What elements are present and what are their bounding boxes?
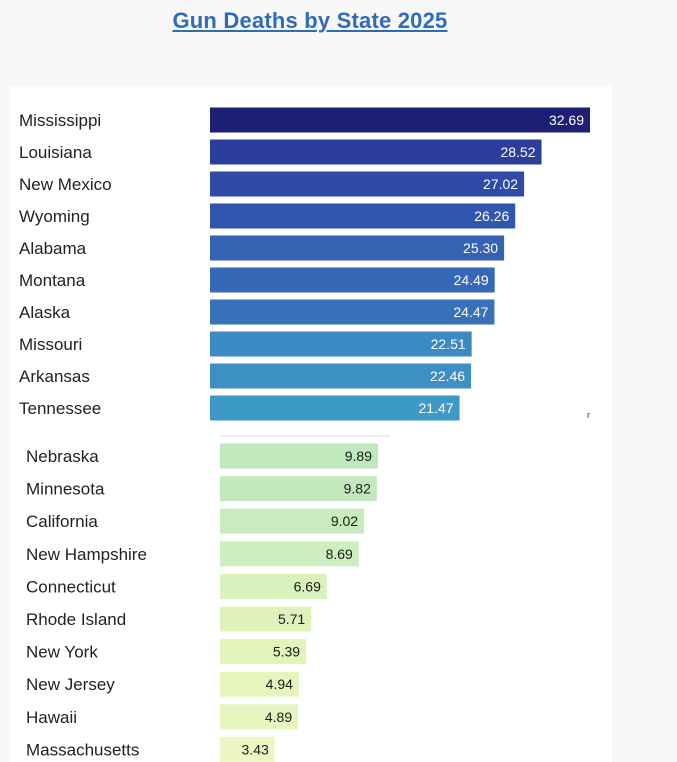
category-label-montana: Montana [19,271,86,290]
bar-alaska[interactable] [210,299,495,325]
category-label-alaska: Alaska [19,303,71,322]
data-label-new-jersey: 4.94 [266,676,293,692]
bar-alabama[interactable] [210,235,505,261]
bar-missouri[interactable] [210,331,472,357]
data-label-nebraska: 9.89 [345,448,372,464]
data-label-new-hampshire: 8.69 [326,546,353,562]
data-label-california: 9.02 [331,513,358,529]
category-label-missouri: Missouri [19,335,82,354]
bar-montana[interactable] [210,267,495,293]
category-label-new-york: New York [26,643,98,662]
axis-tick-mark: r [587,410,590,420]
data-label-montana: 24.49 [454,272,489,288]
bar-new-hampshire[interactable] [220,541,359,567]
data-label-hawaii: 4.89 [265,709,292,725]
category-label-arkansas: Arkansas [19,367,90,386]
bar-california[interactable] [220,508,365,534]
bar-wyoming[interactable] [210,203,516,229]
category-label-massachusetts: Massachusetts [26,740,139,759]
data-label-tennessee: 21.47 [419,400,454,416]
chart-panel [10,86,612,762]
bar-rhode-island[interactable] [220,606,312,632]
category-label-minnesota: Minnesota [26,480,105,499]
bar-new-mexico[interactable] [210,171,525,197]
data-label-missouri: 22.51 [431,336,466,352]
category-label-hawaii: Hawaii [26,708,77,727]
bar-mississippi[interactable] [210,107,590,133]
category-label-new-jersey: New Jersey [26,675,115,694]
data-label-arkansas: 22.46 [430,368,465,384]
bar-arkansas[interactable] [210,363,472,389]
data-label-connecticut: 6.69 [294,578,321,594]
data-label-minnesota: 9.82 [344,481,371,497]
data-label-mississippi: 32.69 [549,112,584,128]
bar-hawaii[interactable] [220,704,299,730]
data-label-alaska: 24.47 [453,304,488,320]
bar-connecticut[interactable] [220,573,327,599]
category-label-connecticut: Connecticut [26,577,116,596]
bar-new-jersey[interactable] [220,671,299,697]
category-label-tennessee: Tennessee [19,399,101,418]
category-label-alabama: Alabama [19,239,87,258]
category-label-rhode-island: Rhode Island [26,610,126,629]
bar-new-york[interactable] [220,639,307,665]
data-label-new-york: 5.39 [273,644,300,660]
bottom-states-group: Nebraska 9.89 Minnesota 9.82 California 9.02 N… [26,443,378,762]
category-label-wyoming: Wyoming [19,207,90,226]
bar-massachusetts[interactable] [220,736,275,762]
category-label-louisiana: Louisiana [19,143,92,162]
bar-nebraska[interactable] [220,443,378,469]
chart-title: Gun Deaths by State 2025 [172,8,448,33]
data-label-alabama: 25.30 [463,240,498,256]
category-label-mississippi: Mississippi [19,111,101,130]
bar-minnesota[interactable] [220,476,377,502]
data-label-louisiana: 28.52 [500,144,535,160]
category-label-nebraska: Nebraska [26,447,99,466]
data-label-rhode-island: 5.71 [278,611,305,627]
data-label-wyoming: 26.26 [474,208,509,224]
category-label-new-mexico: New Mexico [19,175,112,194]
category-label-california: California [26,512,98,531]
data-label-new-mexico: 27.02 [483,176,518,192]
data-label-massachusetts: 3.43 [242,741,269,757]
bar-tennessee[interactable] [210,395,460,421]
bar-louisiana[interactable] [210,139,542,165]
top-states-group: Mississippi 32.69 Louisiana 28.52 New Mexico… [19,107,590,421]
category-label-new-hampshire: New Hampshire [26,545,147,564]
